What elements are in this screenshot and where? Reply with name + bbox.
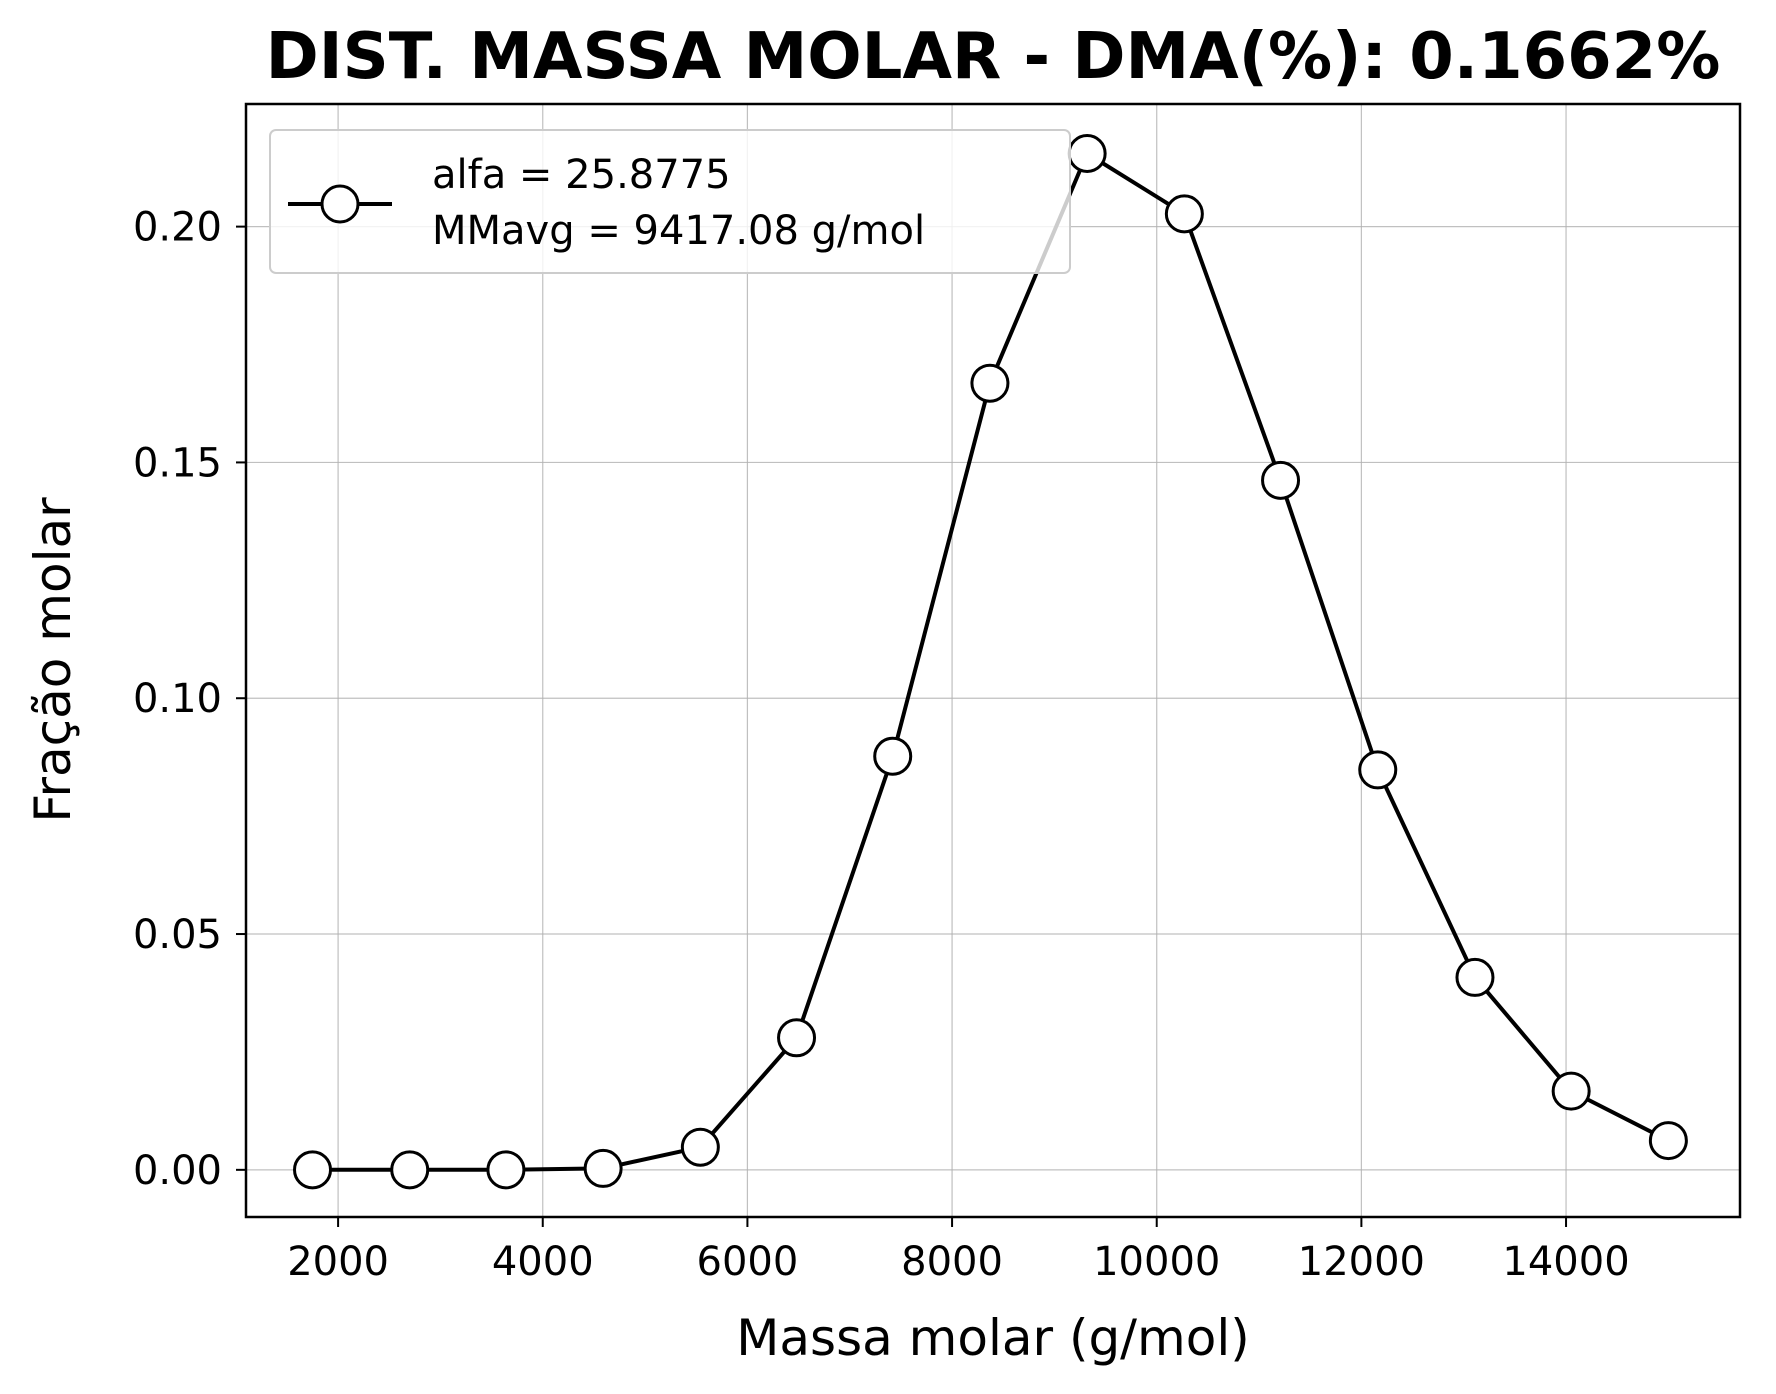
tick-layer: 2000 4000 6000 8000 10000 12000 14000 0.00 0.05 0… [133,205,1630,1285]
legend: alfa = 25.8775 MMavg = 9417.08 g/mol [269,129,1071,274]
chart-title: DIST. MASSA MOLAR - DMA(%): 0.1662% [266,20,1721,94]
plot-frame [244,102,1742,1219]
data-point [777,1018,817,1058]
legend-line-1: alfa = 25.8775 [432,152,731,198]
y-tick-label: 0.15 [133,440,222,486]
series-layer [293,134,1688,1190]
y-tick-label: 0.20 [133,205,222,251]
x-tick-label: 6000 [697,1239,799,1285]
x-tick-label: 8000 [901,1239,1003,1285]
data-point [1358,750,1398,790]
legend-marker [320,184,360,224]
data-point [680,1127,720,1167]
y-tick-label: 0.00 [133,1148,222,1194]
data-point [970,363,1010,403]
legend-line-2: MMavg = 9417.08 g/mol [432,208,925,254]
x-axis-label: Massa molar (g/mol) [736,1309,1249,1367]
data-point [1261,460,1301,500]
data-point [390,1150,430,1190]
data-point [1067,134,1107,174]
data-point [1551,1071,1591,1111]
y-axis-label: Fração molar [24,497,82,823]
data-point [1455,957,1495,997]
data-point [486,1150,526,1190]
y-tick-label: 0.05 [133,912,222,958]
data-point [1648,1121,1688,1161]
data-point [293,1150,333,1190]
x-tick-label: 14000 [1502,1239,1629,1285]
y-tick-label: 0.10 [133,676,222,722]
x-tick-label: 4000 [492,1239,594,1285]
x-tick-label: 2000 [287,1239,389,1285]
data-point [583,1148,623,1188]
x-tick-label: 10000 [1093,1239,1220,1285]
data-point [1164,194,1204,234]
legend-box [269,129,1071,274]
x-tick-label: 12000 [1298,1239,1425,1285]
data-point [873,736,913,776]
